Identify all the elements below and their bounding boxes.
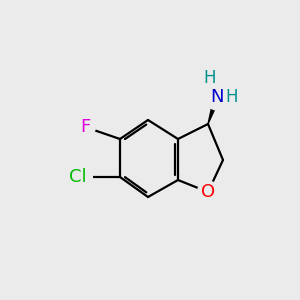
Text: F: F	[80, 118, 90, 136]
Text: Cl: Cl	[69, 168, 87, 186]
Text: H: H	[204, 69, 216, 87]
Text: O: O	[201, 183, 215, 201]
Text: N: N	[210, 88, 224, 106]
Text: H: H	[225, 88, 238, 106]
Polygon shape	[208, 96, 220, 124]
